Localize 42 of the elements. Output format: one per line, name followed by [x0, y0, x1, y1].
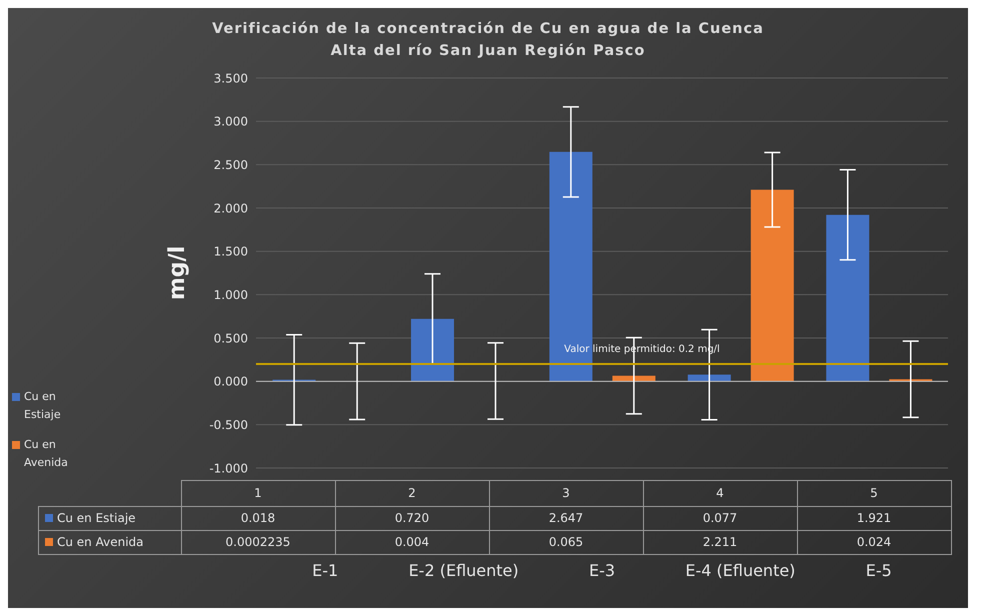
data-label: 0.077	[643, 506, 797, 530]
text: Cu en Estiaje	[24, 390, 61, 421]
text: Cu en Avenida	[24, 438, 68, 469]
y-tick-label: 0.500	[214, 331, 248, 346]
x-tick-label: E-4 (Efluente)	[685, 561, 796, 580]
data-label: 2.211	[643, 530, 797, 554]
bar	[826, 214, 870, 382]
text: 2	[335, 480, 489, 506]
data-label: 0.024	[797, 530, 951, 554]
y-tick-label: 1.500	[214, 244, 248, 259]
x-tick-label: E-5	[866, 561, 892, 580]
y-tick-label: 2.500	[214, 158, 248, 172]
data-label: 1.921	[797, 506, 951, 530]
text: 5	[797, 480, 951, 506]
text: 4	[643, 480, 797, 506]
y-tick-label: 2.000	[214, 201, 248, 216]
x-tick-label: E-1	[312, 561, 338, 580]
x-tick-label: E-3	[588, 561, 616, 580]
bar	[411, 318, 454, 382]
data-label: 0.018	[181, 506, 335, 530]
data-label: 0.0002235	[181, 530, 335, 554]
bar	[549, 152, 592, 382]
y-tick-label: -0.500	[209, 418, 248, 432]
bar	[688, 374, 731, 382]
y-tick-label: -1.000	[209, 461, 248, 476]
y-tick-label: 1.000	[214, 288, 248, 302]
data-label: 0.065	[489, 530, 643, 554]
bar	[750, 190, 794, 382]
legend-label: Cu en Avenida	[38, 530, 181, 554]
text: 1	[181, 480, 335, 506]
legend-label: Cu en Estiaje	[38, 506, 181, 530]
y-axis-title: mg/l	[164, 246, 190, 300]
y-tick-label: 3.000	[214, 114, 248, 129]
data-label: 2.647	[489, 506, 643, 530]
data-label: 0.720	[335, 506, 489, 530]
chart-title: Verificación de la concentración de Cu en agua de la Cuenca Alta del río San Juan Región Pasco	[211, 20, 765, 61]
text: 3	[489, 480, 643, 506]
y-tick-label: 3.500	[214, 71, 248, 86]
x-tick-label: E-2 (Efluente)	[408, 561, 519, 580]
y-tick-label: 0.000	[214, 374, 248, 389]
data-label: 0.004	[335, 530, 489, 554]
bar	[612, 376, 656, 382]
